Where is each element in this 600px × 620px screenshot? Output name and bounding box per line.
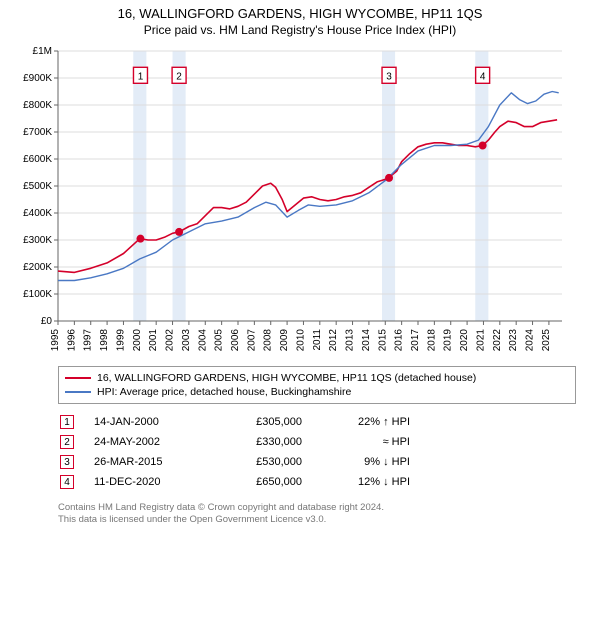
svg-text:2000: 2000 (132, 329, 143, 352)
svg-text:2007: 2007 (246, 329, 257, 352)
svg-text:£600K: £600K (23, 154, 52, 165)
sale-date: 24-MAY-2002 (94, 436, 194, 448)
svg-text:4: 4 (480, 71, 486, 82)
svg-text:1999: 1999 (115, 329, 126, 352)
svg-text:2004: 2004 (197, 329, 208, 352)
sale-vs-hpi: 22% ↑ HPI (320, 416, 410, 428)
sales-row: 2 24-MAY-2002 £330,000 ≈ HPI (58, 432, 576, 452)
svg-text:2022: 2022 (492, 329, 503, 352)
svg-text:2025: 2025 (541, 329, 552, 352)
svg-text:2017: 2017 (410, 329, 421, 352)
sale-date: 26-MAR-2015 (94, 456, 194, 468)
svg-text:2003: 2003 (181, 329, 192, 352)
svg-text:2019: 2019 (443, 329, 454, 352)
svg-text:2005: 2005 (214, 329, 225, 352)
svg-text:1998: 1998 (99, 329, 110, 352)
sale-price: £530,000 (212, 456, 302, 468)
title-block: 16, WALLINGFORD GARDENS, HIGH WYCOMBE, H… (0, 0, 600, 37)
price-chart: £0 £100K £200K £300K £400K £500K £600K £700K £80… (10, 45, 570, 355)
svg-text:£400K: £400K (23, 208, 52, 219)
sales-row: 3 26-MAR-2015 £530,000 9% ↓ HPI (58, 452, 576, 472)
svg-text:£100K: £100K (23, 289, 52, 300)
svg-text:2013: 2013 (345, 329, 356, 352)
legend-item: 16, WALLINGFORD GARDENS, HIGH WYCOMBE, H… (65, 371, 569, 385)
svg-text:2006: 2006 (230, 329, 241, 352)
svg-text:2010: 2010 (295, 329, 306, 352)
svg-text:2016: 2016 (394, 329, 405, 352)
sale-marker-cell: 3 (58, 455, 76, 469)
sale-vs-hpi: 9% ↓ HPI (320, 456, 410, 468)
footer-line2: This data is licensed under the Open Gov… (58, 514, 576, 526)
legend-swatch (65, 391, 91, 393)
sale-date: 14-JAN-2000 (94, 416, 194, 428)
sale-vs-hpi: 12% ↓ HPI (320, 476, 410, 488)
sale-marker-box: 3 (60, 455, 74, 469)
sales-table: 1 14-JAN-2000 £305,000 22% ↑ HPI 2 24-MAY-200… (58, 412, 576, 492)
svg-text:1997: 1997 (83, 329, 94, 352)
legend-swatch (65, 377, 91, 379)
svg-text:2014: 2014 (361, 329, 372, 352)
svg-text:£0: £0 (41, 316, 53, 327)
svg-text:£300K: £300K (23, 235, 52, 246)
svg-text:£800K: £800K (23, 100, 52, 111)
svg-text:2008: 2008 (263, 329, 274, 352)
svg-text:3: 3 (386, 71, 392, 82)
sales-row: 4 11-DEC-2020 £650,000 12% ↓ HPI (58, 472, 576, 492)
svg-text:2009: 2009 (279, 329, 290, 352)
svg-text:2018: 2018 (426, 329, 437, 352)
sale-vs-hpi: ≈ HPI (320, 436, 410, 448)
legend-label: HPI: Average price, detached house, Buck… (97, 386, 351, 398)
chart-area: £0 £100K £200K £300K £400K £500K £600K £700K £80… (10, 45, 590, 360)
svg-text:2: 2 (176, 71, 182, 82)
sale-marker-box: 1 (60, 415, 74, 429)
svg-text:2012: 2012 (328, 329, 339, 352)
chart-title: 16, WALLINGFORD GARDENS, HIGH WYCOMBE, H… (0, 6, 600, 21)
svg-text:2024: 2024 (525, 329, 536, 352)
sale-date: 11-DEC-2020 (94, 476, 194, 488)
svg-text:£900K: £900K (23, 73, 52, 84)
chart-subtitle: Price paid vs. HM Land Registry's House … (0, 23, 600, 37)
svg-text:1: 1 (138, 71, 144, 82)
sale-marker-cell: 4 (58, 475, 76, 489)
svg-text:£200K: £200K (23, 262, 52, 273)
sale-marker-cell: 2 (58, 435, 76, 449)
svg-text:2002: 2002 (165, 329, 176, 352)
sale-price: £330,000 (212, 436, 302, 448)
footer-line1: Contains HM Land Registry data © Crown c… (58, 502, 576, 514)
svg-text:2011: 2011 (312, 329, 323, 351)
footer-attribution: Contains HM Land Registry data © Crown c… (58, 502, 576, 527)
legend-item: HPI: Average price, detached house, Buck… (65, 385, 569, 399)
svg-text:1995: 1995 (50, 329, 61, 352)
svg-text:2023: 2023 (508, 329, 519, 352)
svg-text:£1M: £1M (33, 46, 52, 57)
svg-text:£500K: £500K (23, 181, 52, 192)
page-container: 16, WALLINGFORD GARDENS, HIGH WYCOMBE, H… (0, 0, 600, 620)
svg-text:2021: 2021 (475, 329, 486, 352)
sale-price: £650,000 (212, 476, 302, 488)
svg-text:2015: 2015 (377, 329, 388, 352)
svg-text:£700K: £700K (23, 127, 52, 138)
svg-text:2001: 2001 (148, 329, 159, 352)
svg-text:2020: 2020 (459, 329, 470, 352)
sale-marker-box: 2 (60, 435, 74, 449)
legend: 16, WALLINGFORD GARDENS, HIGH WYCOMBE, H… (58, 366, 576, 404)
svg-text:1996: 1996 (66, 329, 77, 352)
sale-marker-box: 4 (60, 475, 74, 489)
legend-label: 16, WALLINGFORD GARDENS, HIGH WYCOMBE, H… (97, 372, 476, 384)
sale-price: £305,000 (212, 416, 302, 428)
sale-marker-cell: 1 (58, 415, 76, 429)
sales-row: 1 14-JAN-2000 £305,000 22% ↑ HPI (58, 412, 576, 432)
